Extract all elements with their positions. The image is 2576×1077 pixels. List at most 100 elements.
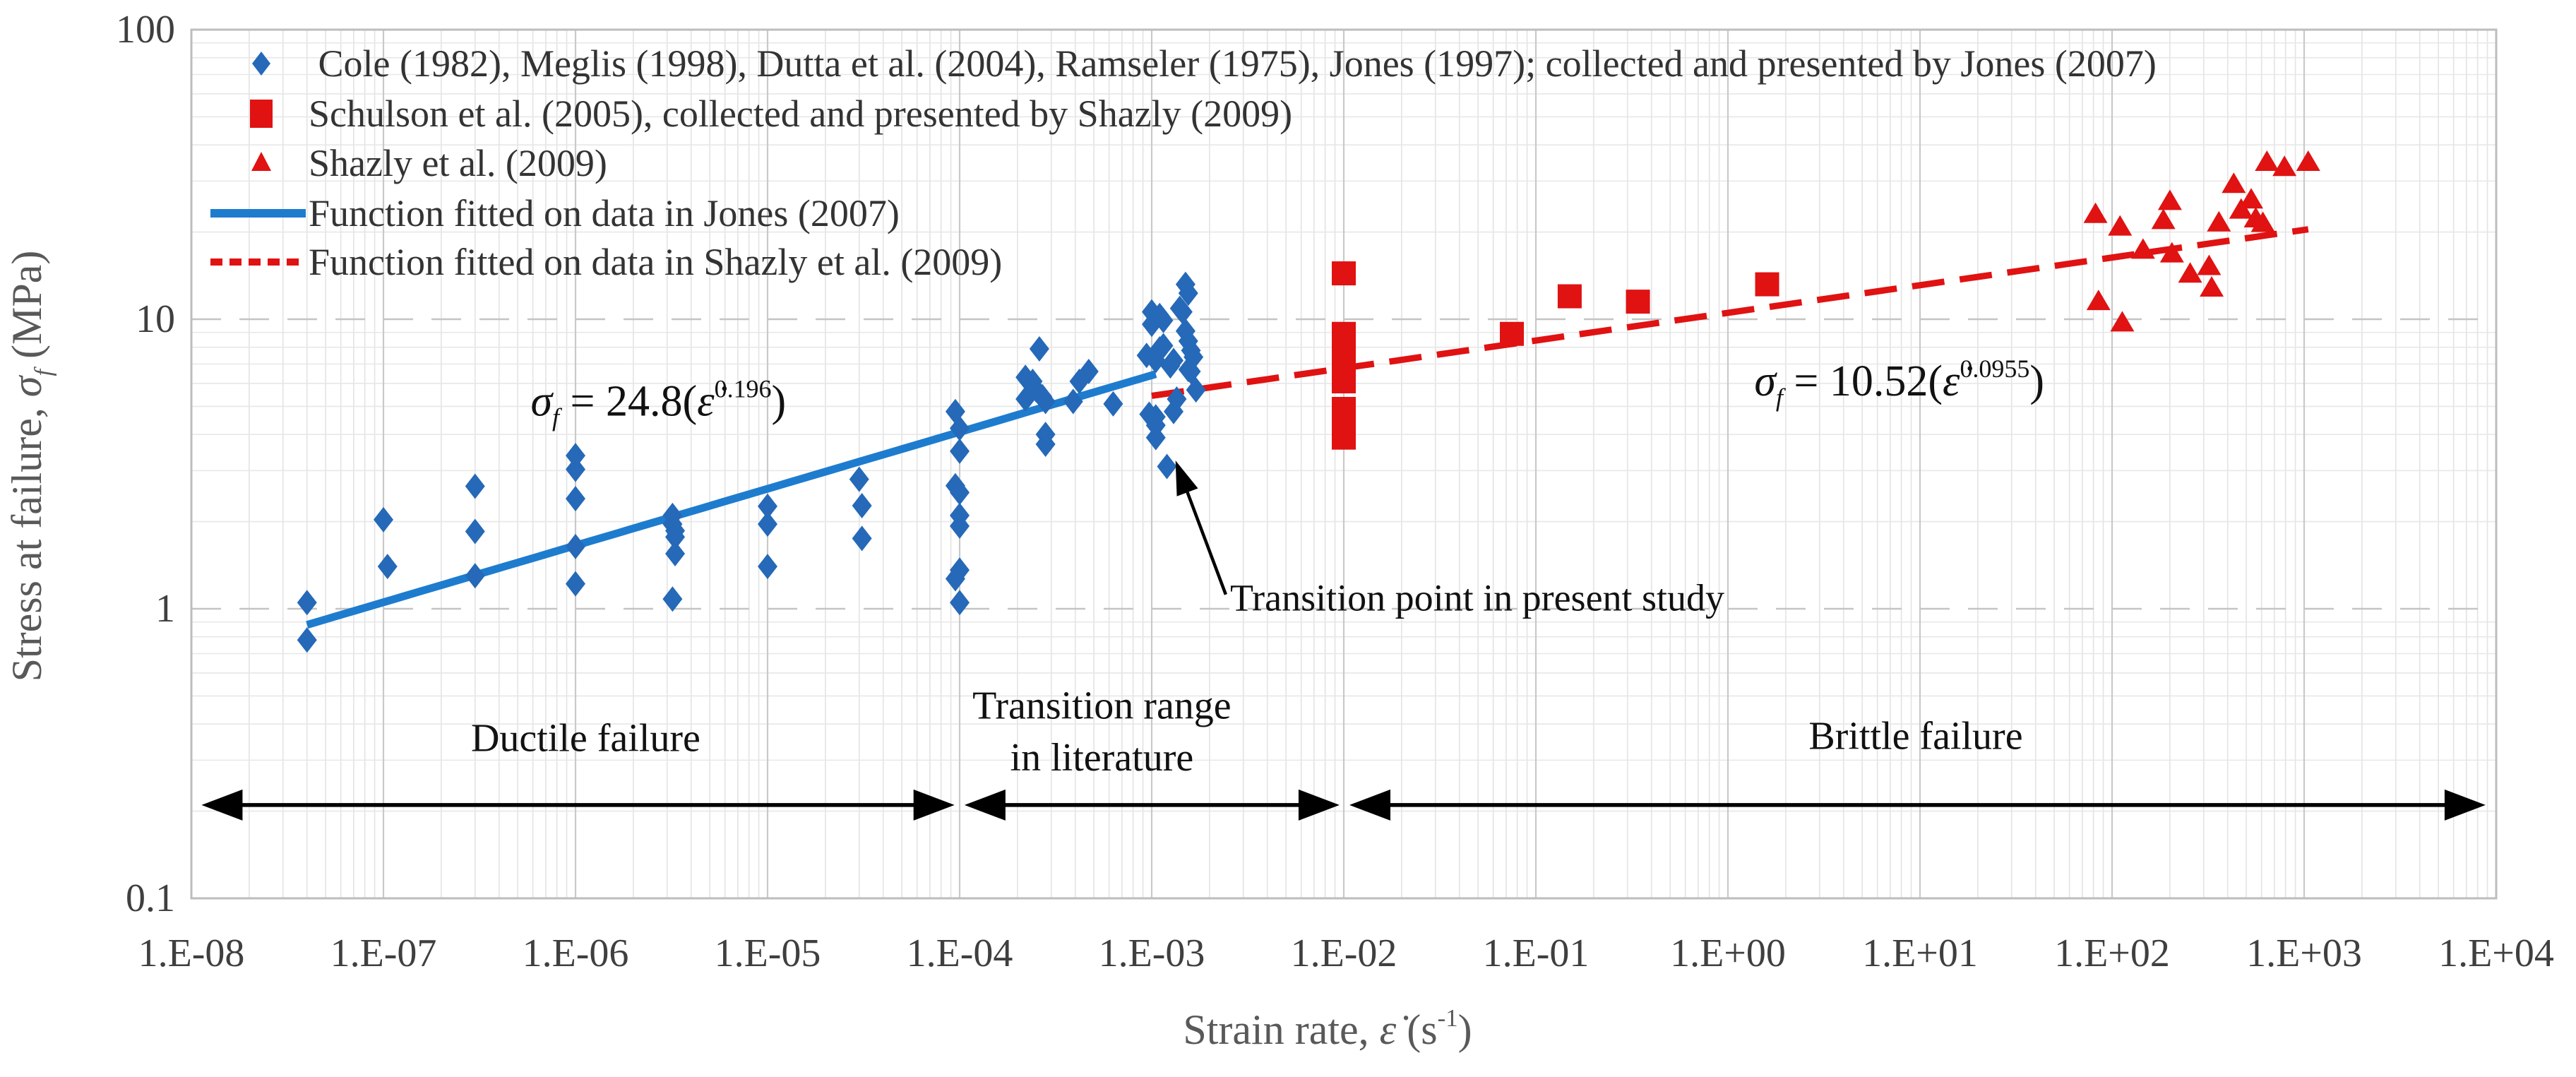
legend-item-label: Schulson et al. (2005), collected and pr… xyxy=(309,93,1292,135)
data-point-shazly xyxy=(2239,188,2264,209)
y-tick-label: 10 xyxy=(136,297,175,341)
data-point-schulson xyxy=(1557,284,1582,309)
data-point-shazly xyxy=(2222,172,2246,194)
data-point-jones-collection xyxy=(1157,453,1177,480)
data-point-jones-collection xyxy=(1163,347,1183,374)
data-point-shazly xyxy=(2250,211,2275,232)
data-point-jones-collection xyxy=(852,525,872,552)
data-point-jones-collection xyxy=(1035,388,1056,415)
data-point-jones-collection xyxy=(945,566,965,592)
data-point-jones-collection xyxy=(849,466,869,492)
data-point-schulson xyxy=(1332,425,1356,450)
data-point-jones-collection xyxy=(465,518,485,545)
legend-item-label: Cole (1982), Meglis (1998), Dutta et al.… xyxy=(309,42,2157,85)
data-point-jones-collection xyxy=(950,480,970,506)
x-tick-label: 1.E-04 xyxy=(907,932,1013,975)
x-tick-label: 1.E-08 xyxy=(138,932,245,975)
x-tick-label: 1.E+01 xyxy=(1862,932,1978,975)
data-point-jones-collection xyxy=(566,443,585,469)
x-tick-label: 1.E-01 xyxy=(1483,932,1590,975)
data-point-jones-collection xyxy=(758,511,777,537)
brittle-label: Brittle failure xyxy=(1808,714,2022,758)
x-tick-label: 1.E+04 xyxy=(2438,932,2554,975)
data-point-shazly xyxy=(2083,202,2108,223)
legend: Cole (1982), Meglis (1998), Dutta et al.… xyxy=(210,42,2157,283)
data-point-jones-collection xyxy=(1183,344,1204,370)
data-point-jones-collection xyxy=(1035,432,1056,458)
data-point-jones-collection xyxy=(566,533,585,559)
data-point-shazly xyxy=(2296,150,2320,171)
plot-grid xyxy=(191,30,2496,898)
data-point-jones-collection xyxy=(1103,391,1123,417)
data-point-jones-collection xyxy=(662,586,683,612)
data-point-jones-collection xyxy=(1167,386,1187,412)
data-point-jones-collection xyxy=(665,540,686,566)
data-point-jones-collection xyxy=(950,590,970,616)
data-point-jones-collection xyxy=(1029,335,1049,362)
data-point-jones-collection xyxy=(1186,377,1206,403)
legend-item-label: Shazly et al. (2009) xyxy=(309,142,607,184)
data-point-shazly xyxy=(2130,238,2155,259)
data-point-jones-collection xyxy=(297,627,317,653)
data-point-jones-collection xyxy=(1078,358,1099,384)
legend-diamond-icon xyxy=(252,52,270,76)
data-point-shazly xyxy=(2197,254,2222,275)
transition-label: Transition range in literature xyxy=(972,684,1232,779)
data-point-jones-collection xyxy=(1178,280,1198,307)
brittle-range-arrow xyxy=(1349,789,2486,821)
series-shazly xyxy=(2083,150,2320,332)
x-tick-label: 1.E-02 xyxy=(1291,932,1397,975)
equation-shazly: σf = 10.52(ε̇0.0955) xyxy=(1754,355,2044,412)
data-point-shazly xyxy=(2200,276,2224,297)
y-tick-label: 0.1 xyxy=(126,876,175,920)
data-point-jones-collection xyxy=(1063,388,1083,415)
data-point-shazly xyxy=(2159,242,2184,263)
data-point-jones-collection xyxy=(566,571,585,597)
x-tick-label: 1.E+03 xyxy=(2246,932,2362,975)
data-point-jones-collection xyxy=(297,590,317,616)
data-point-schulson xyxy=(1626,290,1650,314)
data-point-shazly xyxy=(2151,208,2176,230)
data-point-jones-collection xyxy=(566,486,585,512)
legend-triangle-icon xyxy=(251,152,271,171)
data-point-shazly xyxy=(2086,290,2111,311)
data-point-jones-collection xyxy=(950,513,970,539)
x-tick-label: 1.E+02 xyxy=(2054,932,2170,975)
data-point-shazly xyxy=(2207,210,2231,232)
data-point-schulson xyxy=(1500,321,1525,346)
transition-label-text: in literature xyxy=(1010,736,1194,780)
data-point-jones-collection xyxy=(1172,299,1193,325)
transition-label-text: Transition range xyxy=(972,684,1232,727)
series-jones-collection xyxy=(297,271,1206,653)
ductile-range-arrow xyxy=(201,789,955,821)
data-point-jones-collection xyxy=(1153,333,1174,359)
data-point-schulson xyxy=(1332,261,1356,286)
data-point-shazly xyxy=(2255,150,2279,171)
data-point-shazly xyxy=(2272,155,2297,177)
y-axis-title: Stress at failure, σf (MPa) xyxy=(4,251,56,682)
equation-jones: σf = 24.8(ε̇0.196) xyxy=(530,374,786,432)
data-point-jones-collection xyxy=(1153,307,1174,333)
plot-border xyxy=(190,28,2498,900)
data-point-jones-collection xyxy=(1145,424,1166,451)
data-point-schulson xyxy=(1755,272,1779,297)
data-point-jones-collection xyxy=(665,524,686,550)
data-point-jones-collection xyxy=(566,456,585,482)
data-point-jones-collection xyxy=(465,563,485,589)
x-tick-label: 1.E-03 xyxy=(1099,932,1205,975)
data-point-jones-collection xyxy=(758,493,777,519)
x-axis-title: Strain rate, ε̇ (s-1) xyxy=(1183,1004,1472,1053)
data-point-jones-collection xyxy=(374,506,393,532)
legend-item-label: Function fitted on data in Shazly et al.… xyxy=(309,241,1002,283)
legend-item-label: Function fitted on data in Jones (2007) xyxy=(309,192,900,234)
x-tick-label: 1.E-07 xyxy=(330,932,437,975)
x-tick-label: 1.E-06 xyxy=(523,932,629,975)
data-point-jones-collection xyxy=(852,493,872,519)
x-tick-label: 1.E-05 xyxy=(715,932,821,975)
legend-square-icon xyxy=(250,100,273,128)
ductile-label-text: Ductile failure xyxy=(471,716,700,760)
y-tick-label: 1 xyxy=(155,587,175,631)
brittle-label-text: Brittle failure xyxy=(1808,714,2022,758)
y-tick-label: 100 xyxy=(116,8,175,52)
